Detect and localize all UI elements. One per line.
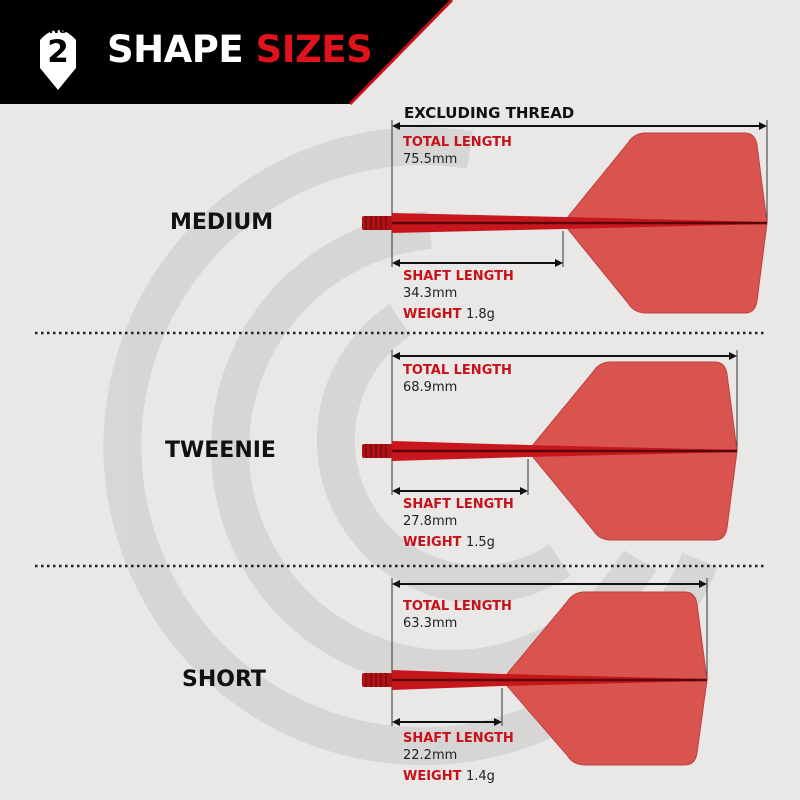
total-length-arrow-head bbox=[729, 352, 737, 360]
total-length-label: TOTAL LENGTH bbox=[403, 135, 512, 150]
shaft-length-label: SHAFT LENGTH bbox=[403, 497, 514, 512]
shaft-length-arrow-head bbox=[494, 718, 502, 726]
shaft-length-label: SHAFT LENGTH bbox=[403, 269, 514, 284]
shaft-length-label: SHAFT LENGTH bbox=[403, 731, 514, 746]
size-name: SHORT bbox=[182, 667, 266, 692]
shaft-length-arrow-head bbox=[392, 259, 400, 267]
flight-badge-icon bbox=[40, 30, 76, 90]
dart-thread bbox=[362, 216, 392, 230]
weight-value: 1.8g bbox=[465, 307, 495, 322]
shaft-length-value: 34.3mm bbox=[403, 286, 458, 301]
badge-number: 2 bbox=[47, 34, 69, 70]
total-length-arrow-head bbox=[392, 352, 400, 360]
total-length-label: TOTAL LENGTH bbox=[403, 363, 512, 378]
size-name: TWEENIE bbox=[165, 438, 276, 463]
weight-row: WEIGHT 1.8g bbox=[403, 306, 495, 322]
weight-label: WEIGHT bbox=[403, 535, 462, 550]
dart-thread bbox=[362, 444, 392, 458]
shaft-length-arrow-head bbox=[392, 487, 400, 495]
badge-prefix: No bbox=[48, 22, 68, 36]
total-length-arrow-head bbox=[392, 580, 400, 588]
total-length-value: 63.3mm bbox=[403, 616, 458, 631]
weight-row: WEIGHT 1.4g bbox=[403, 768, 495, 784]
total-length-arrow-head bbox=[759, 122, 767, 130]
size-name: MEDIUM bbox=[170, 210, 274, 235]
total-length-value: 75.5mm bbox=[403, 152, 458, 167]
weight-value: 1.5g bbox=[465, 535, 495, 550]
shaft-length-value: 27.8mm bbox=[403, 514, 458, 529]
total-length-arrow-head bbox=[699, 580, 707, 588]
header-banner bbox=[0, 0, 452, 104]
total-length-value: 68.9mm bbox=[403, 380, 458, 395]
dart-thread bbox=[362, 673, 392, 687]
shaft-length-arrow-head bbox=[520, 487, 528, 495]
shaft-length-arrow-head bbox=[555, 259, 563, 267]
weight-label: WEIGHT bbox=[403, 307, 462, 322]
weight-value: 1.4g bbox=[465, 769, 495, 784]
weight-label: WEIGHT bbox=[403, 769, 462, 784]
weight-row: WEIGHT 1.5g bbox=[403, 534, 495, 550]
excluding-thread-note: EXCLUDING THREAD bbox=[404, 104, 575, 122]
total-length-arrow-head bbox=[392, 122, 400, 130]
page-title: SHAPE SIZES bbox=[107, 28, 373, 71]
shaft-length-value: 22.2mm bbox=[403, 748, 458, 763]
total-length-label: TOTAL LENGTH bbox=[403, 599, 512, 614]
shaft-length-arrow-head bbox=[392, 718, 400, 726]
